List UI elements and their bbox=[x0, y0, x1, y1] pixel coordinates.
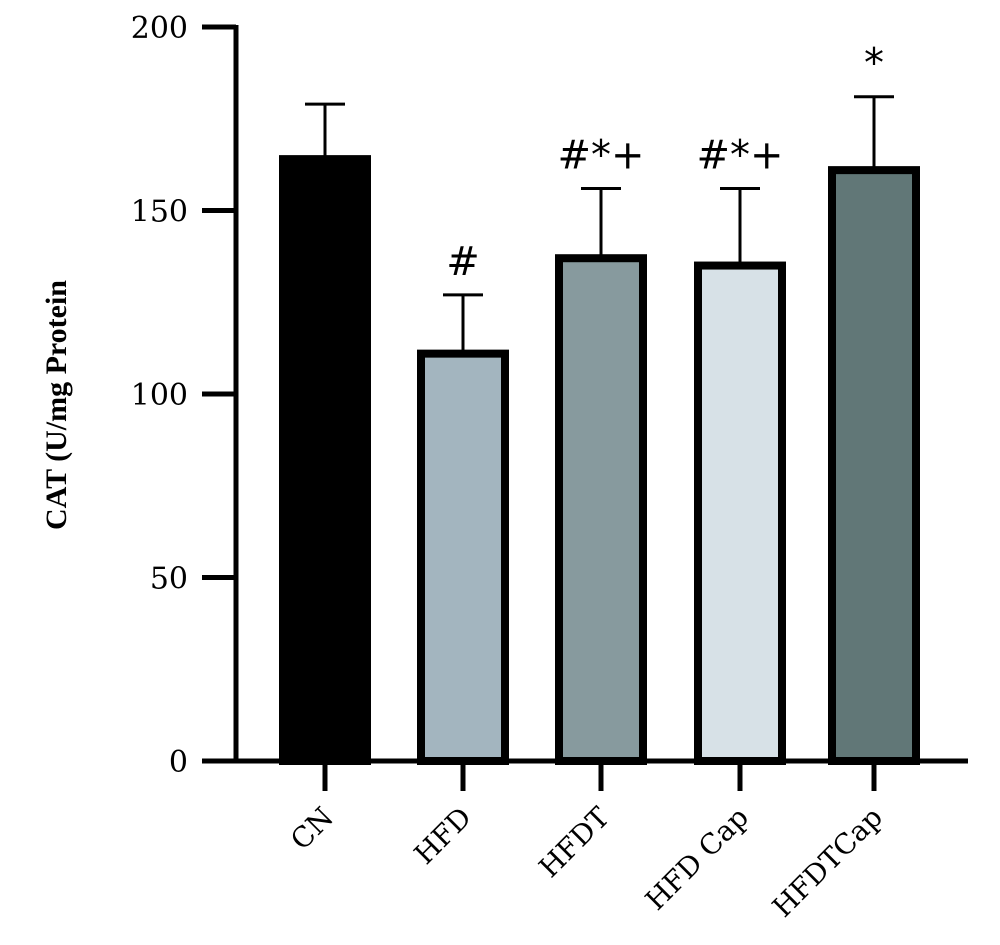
bar bbox=[828, 166, 920, 765]
y-axis: 0 50 100 150 200 bbox=[131, 11, 239, 780]
y-tick-label: 200 bbox=[131, 11, 188, 46]
bar bbox=[555, 254, 647, 765]
x-tick-label: CN bbox=[284, 801, 340, 857]
x-tick-label: HFDT bbox=[533, 800, 617, 884]
significance-marker: #*+ bbox=[557, 132, 644, 178]
y-tick-label: 150 bbox=[131, 195, 188, 230]
bar bbox=[694, 261, 786, 765]
bars bbox=[279, 95, 920, 765]
x-tick-label: HFD bbox=[408, 801, 478, 871]
y-axis-title: CAT (U/mg Protein bbox=[40, 280, 73, 530]
y-tick-label: 50 bbox=[150, 562, 188, 597]
bar bbox=[279, 155, 371, 765]
x-axis bbox=[205, 758, 968, 791]
y-tick-label: 100 bbox=[131, 378, 188, 413]
bar bbox=[417, 349, 509, 765]
x-tick-label: HFD Cap bbox=[639, 801, 755, 917]
significance-marker: * bbox=[864, 41, 884, 87]
x-tick-label: HFDTCap bbox=[766, 801, 889, 924]
y-tick-label: 0 bbox=[169, 745, 188, 780]
significance-marker: # bbox=[446, 239, 480, 285]
significance-marker: #*+ bbox=[696, 132, 783, 178]
